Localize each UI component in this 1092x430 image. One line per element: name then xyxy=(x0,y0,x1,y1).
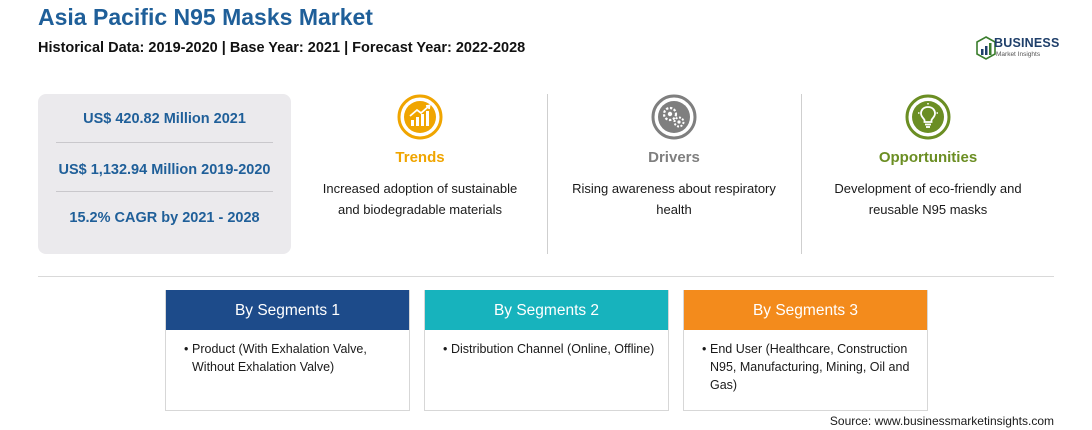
stat-cagr: 15.2% CAGR by 2021 - 2028 xyxy=(69,210,260,226)
company-logo[interactable]: BUSINESS Market Insights xyxy=(975,34,1065,64)
stat-market-size-historical: US$ 1,132.94 Million 2019-2020 xyxy=(58,162,271,178)
segment-item: • End User (Healthcare, Construction N95… xyxy=(702,340,924,394)
factor-desc-line: reusable N95 masks xyxy=(868,202,988,217)
column-divider xyxy=(547,94,548,254)
factor-title-opportunities: Opportunities xyxy=(878,149,978,166)
stat-divider xyxy=(56,142,273,143)
factor-desc-line: Development of eco-friendly and xyxy=(834,181,1022,196)
segment-header-3: By Segments 3 xyxy=(684,290,927,330)
segment-header-1: By Segments 1 xyxy=(166,290,409,330)
factor-title-trends: Trends xyxy=(395,149,445,166)
logo-name: BUSINESS xyxy=(994,36,1060,50)
stat-divider xyxy=(56,191,273,192)
factor-desc-line: health xyxy=(656,202,692,217)
factor-desc-line: and biodegradable materials xyxy=(337,202,503,217)
segment-header-2: By Segments 2 xyxy=(425,290,668,330)
segment-card-2: By Segments 2 • Distribution Channel (On… xyxy=(424,290,669,411)
growth-chart-icon xyxy=(397,94,443,140)
factor-desc-line: Rising awareness about respiratory xyxy=(572,181,776,196)
factor-desc-opportunities: Development of eco-friendly and reusable… xyxy=(808,178,1048,220)
page-title: Asia Pacific N95 Masks Market xyxy=(38,4,373,30)
section-divider xyxy=(38,276,1054,277)
bullet-icon: • xyxy=(184,342,189,356)
factor-title-drivers: Drivers xyxy=(648,149,700,166)
factor-desc-drivers: Rising awareness about respiratory healt… xyxy=(554,178,794,220)
lightbulb-icon xyxy=(905,94,951,140)
source-link[interactable]: Source: www.businessmarketinsights.com xyxy=(829,414,1054,428)
page-subtitle: Historical Data: 2019-2020 | Base Year: … xyxy=(38,40,526,56)
factor-desc-trends: Increased adoption of sustainable and bi… xyxy=(300,178,540,220)
segment-card-3: By Segments 3 • End User (Healthcare, Co… xyxy=(683,290,928,411)
bar-chart-logo-icon xyxy=(976,36,996,60)
segment-item: • Product (With Exhalation Valve, Withou… xyxy=(184,340,406,376)
bullet-icon: • xyxy=(702,342,707,356)
gears-icon xyxy=(651,94,697,140)
segment-card-1: By Segments 1 • Product (With Exhalation… xyxy=(165,290,410,411)
logo-tagline: Market Insights xyxy=(996,51,1041,58)
column-divider xyxy=(801,94,802,254)
segment-item-text: Product (With Exhalation Valve, Without … xyxy=(192,342,367,374)
stat-market-size-2021: US$ 420.82 Million 2021 xyxy=(83,111,246,127)
segment-item: • Distribution Channel (Online, Offline) xyxy=(443,340,665,358)
segment-item-text: Distribution Channel (Online, Offline) xyxy=(451,342,655,356)
segment-item-text: End User (Healthcare, Construction N95, … xyxy=(710,342,910,392)
market-stats-panel: US$ 420.82 Million 2021 US$ 1,132.94 Mil… xyxy=(38,94,291,254)
factor-desc-line: Increased adoption of sustainable xyxy=(322,181,518,196)
bullet-icon: • xyxy=(443,342,448,356)
